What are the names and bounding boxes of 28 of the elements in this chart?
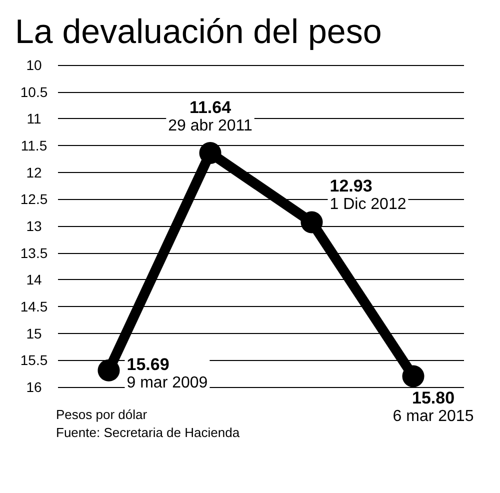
y-tick-label: 16 [26, 379, 42, 395]
data-label: 15.69 [126, 354, 170, 374]
y-tick-label: 12 [26, 164, 42, 180]
data-label: 11.64 [189, 98, 232, 118]
point [98, 359, 120, 382]
y-tick-label: 13.5 [20, 244, 48, 261]
annotation: 1 Dic 2012 [330, 196, 406, 214]
annotation: 29 abr 2011 [168, 118, 252, 135]
data-label: 12.93 [330, 176, 372, 196]
text: Pesos por dólar [56, 407, 148, 422]
y-tick-label: 13 [26, 218, 42, 234]
y-tick-label: 12.5 [20, 191, 48, 208]
point [199, 142, 222, 164]
y-tick-label: 11 [26, 110, 42, 127]
source-note: Fuente: Secretaria de Hacienda [56, 425, 240, 440]
chart-title: La devaluación del peso [15, 13, 382, 51]
point [402, 365, 424, 388]
y-tick-label: 11.5 [20, 138, 48, 154]
y-tick-label: 14 [26, 272, 42, 288]
y-tick-label: 15.5 [20, 352, 48, 368]
annotation: 9 mar 2009 [126, 374, 208, 392]
point [300, 211, 323, 234]
y-tick-label: 10.5 [20, 84, 48, 100]
y-tick-label: 15 [26, 325, 42, 342]
y-tick-label: 10 [26, 57, 42, 73]
data-label: 15.80 [412, 388, 455, 408]
text: 6 mar 2015 [392, 408, 474, 425]
y-tick-label: 14.5 [20, 298, 48, 314]
